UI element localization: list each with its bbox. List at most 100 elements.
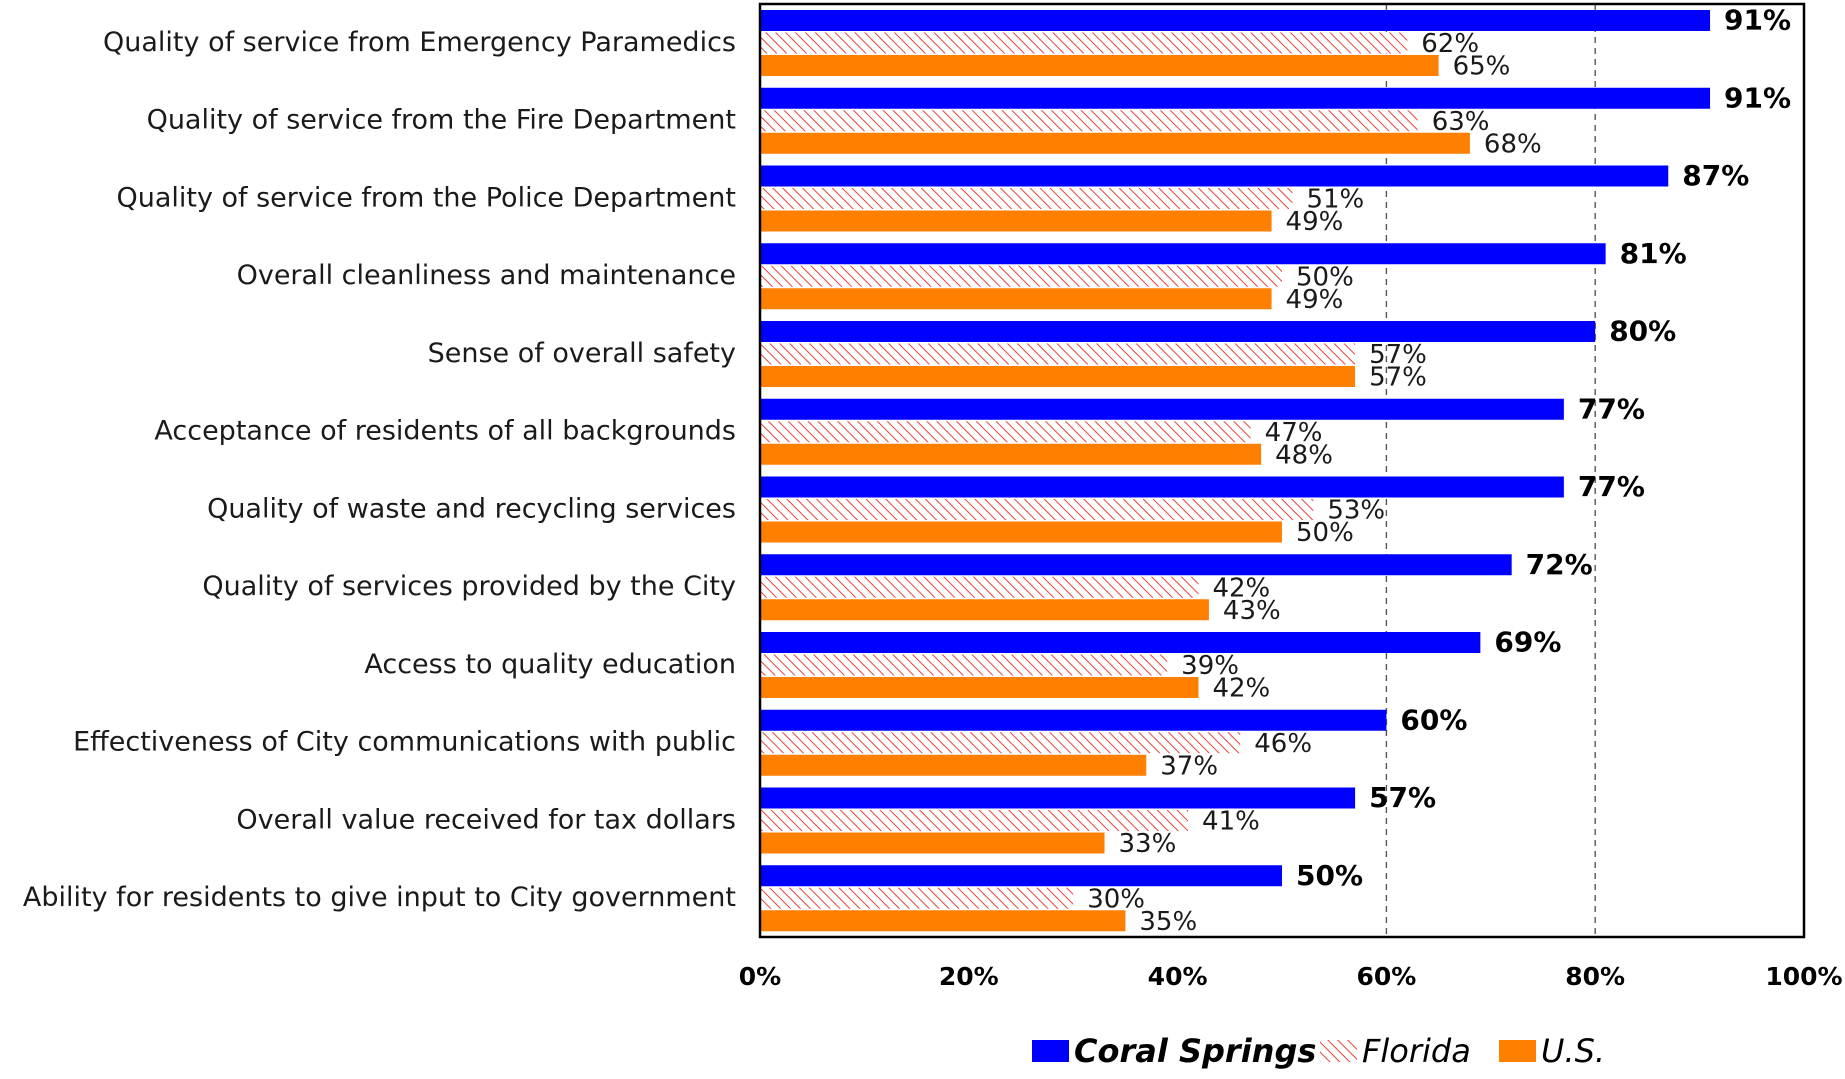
category-label-6: Quality of waste and recycling services [207, 493, 736, 524]
value-label-u-s-8: 42% [1212, 674, 1270, 704]
bar-coral-springs-7 [760, 554, 1512, 576]
value-label-u-s-6: 50% [1296, 518, 1354, 548]
legend-swatch-coral-springs [1032, 1040, 1069, 1062]
bar-coral-springs-6 [760, 476, 1564, 498]
category-label-3: Overall cleanliness and maintenance [237, 260, 736, 291]
bar-florida-6 [760, 499, 1314, 520]
value-label-coral-springs-10: 57% [1369, 781, 1436, 814]
category-label-7: Quality of services provided by the City [202, 571, 736, 602]
value-label-florida-2: 51% [1306, 185, 1364, 215]
bar-u-s-2 [760, 210, 1272, 232]
x-tick-label-0: 0% [739, 962, 781, 991]
bar-u-s-7 [760, 599, 1209, 621]
bar-coral-springs-5 [760, 398, 1564, 420]
bar-coral-springs-0 [760, 10, 1711, 31]
bar-florida-7 [760, 576, 1199, 598]
bar-florida-5 [760, 421, 1251, 443]
category-label-10: Overall value received for tax dollars [236, 804, 736, 835]
value-label-u-s-3: 49% [1286, 285, 1344, 315]
value-label-coral-springs-4: 80% [1609, 315, 1676, 348]
value-label-u-s-9: 37% [1160, 751, 1218, 781]
x-tick-label-20: 20% [939, 962, 999, 991]
bars [760, 10, 1711, 932]
bar-u-s-1 [760, 132, 1470, 154]
legend-label-u-s: U.S. [1541, 1032, 1605, 1070]
value-label-florida-7: 42% [1212, 573, 1270, 603]
value-label-coral-springs-3: 81% [1620, 237, 1687, 270]
value-label-florida-3: 50% [1296, 262, 1354, 292]
bar-florida-2 [760, 188, 1293, 209]
value-label-coral-springs-9: 60% [1400, 703, 1467, 736]
bar-florida-8 [760, 654, 1168, 676]
value-label-florida-10: 41% [1202, 807, 1260, 837]
value-label-florida-5: 47% [1265, 418, 1323, 448]
value-label-coral-springs-11: 50% [1296, 859, 1363, 892]
value-label-coral-springs-2: 87% [1682, 159, 1749, 192]
bar-florida-3 [760, 265, 1282, 287]
value-label-u-s-1: 68% [1484, 129, 1542, 159]
value-label-u-s-11: 35% [1139, 907, 1197, 937]
value-label-u-s-0: 65% [1453, 52, 1511, 82]
category-label-9: Effectiveness of City communications wit… [73, 727, 736, 758]
bar-u-s-11 [760, 910, 1126, 932]
plot-area-frame [758, 2, 1806, 939]
value-label-florida-6: 53% [1327, 496, 1385, 526]
bar-coral-springs-3 [760, 243, 1606, 265]
bar-florida-11 [760, 887, 1074, 909]
category-label-1: Quality of service from the Fire Departm… [147, 105, 736, 136]
value-label-coral-springs-8: 69% [1494, 626, 1561, 659]
bar-florida-4 [760, 343, 1356, 365]
category-labels: Quality of service from Emergency Parame… [23, 27, 736, 913]
value-label-u-s-7: 43% [1223, 596, 1281, 626]
value-label-florida-8: 39% [1181, 651, 1239, 681]
legend-swatch-u-s [1499, 1040, 1536, 1062]
bar-u-s-5 [760, 443, 1262, 465]
value-label-u-s-10: 33% [1119, 829, 1177, 859]
bar-u-s-8 [760, 677, 1199, 698]
legend-label-florida: Florida [1362, 1032, 1471, 1070]
category-label-11: Ability for residents to give input to C… [23, 882, 736, 913]
value-label-coral-springs-7: 72% [1526, 548, 1593, 581]
bar-coral-springs-1 [760, 87, 1711, 109]
value-label-florida-0: 62% [1421, 29, 1479, 59]
x-tick-label-40: 40% [1148, 962, 1208, 991]
gridlines [1385, 4, 1596, 937]
value-label-florida-1: 63% [1432, 107, 1490, 137]
bar-coral-springs-8 [760, 632, 1481, 653]
bar-coral-springs-9 [760, 709, 1387, 731]
value-label-florida-11: 30% [1087, 884, 1145, 914]
value-label-coral-springs-0: 91% [1724, 4, 1791, 37]
x-tick-label-80: 80% [1565, 962, 1625, 991]
bar-u-s-3 [760, 288, 1272, 310]
category-label-8: Access to quality education [364, 649, 736, 680]
value-label-coral-springs-5: 77% [1578, 392, 1645, 425]
bar-coral-springs-2 [760, 165, 1669, 187]
bar-u-s-4 [760, 366, 1356, 387]
bar-coral-springs-11 [760, 865, 1282, 887]
legend-swatch-florida [1320, 1040, 1357, 1062]
bar-florida-9 [760, 732, 1241, 754]
value-label-u-s-2: 49% [1286, 207, 1344, 237]
x-tick-label-60: 60% [1356, 962, 1416, 991]
x-axis-tick-labels: 0% 20% 40% 60% 80% 100% [739, 962, 1843, 991]
value-label-u-s-5: 48% [1275, 440, 1333, 470]
value-labels: 91%62%65%91%63%68%87%51%49%81%50%49%80%5… [1087, 4, 1791, 937]
bar-u-s-0 [760, 55, 1439, 76]
bar-u-s-10 [760, 832, 1105, 854]
value-label-u-s-4: 57% [1369, 363, 1427, 393]
bar-u-s-9 [760, 754, 1147, 776]
bar-coral-springs-10 [760, 787, 1356, 809]
bar-florida-1 [760, 110, 1418, 132]
category-label-5: Acceptance of residents of all backgroun… [154, 416, 736, 447]
value-label-coral-springs-1: 91% [1724, 81, 1791, 114]
value-label-florida-4: 57% [1369, 340, 1427, 370]
value-label-coral-springs-6: 77% [1578, 470, 1645, 503]
category-label-4: Sense of overall safety [428, 338, 736, 369]
bar-florida-10 [760, 810, 1189, 831]
bar-u-s-6 [760, 521, 1282, 543]
bar-coral-springs-4 [760, 321, 1596, 342]
bar-florida-0 [760, 32, 1408, 54]
legend-label-coral-springs: Coral Springs [1074, 1032, 1316, 1070]
